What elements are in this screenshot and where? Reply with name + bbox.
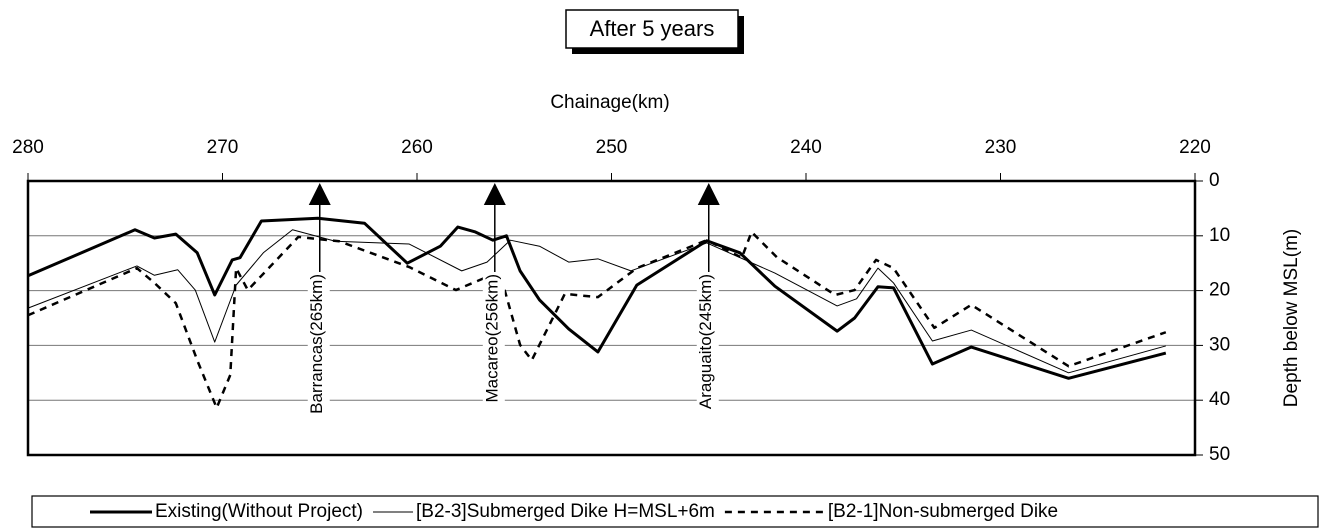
y-tick-label: 20 [1209, 280, 1230, 301]
x-axis-title: Chainage(km) [550, 92, 669, 113]
title-box [565, 9, 739, 49]
legend-label: [B2-3]Submerged Dike H=MSL+6m [416, 501, 715, 522]
x-tick-label: 240 [790, 137, 822, 158]
series-line [27, 230, 1167, 410]
y-tick-label: 0 [1209, 170, 1220, 191]
y-tick-label: 50 [1209, 444, 1230, 465]
annotation-label: Barrancas(265km) [307, 274, 326, 414]
annotation-bg [307, 272, 330, 420]
arrow-head [697, 183, 720, 205]
x-tick-label: 250 [596, 137, 628, 158]
legend-label: [B2-1]Non-submerged Dike [828, 501, 1058, 522]
x-tick-label: 220 [1179, 137, 1211, 158]
y-tick-label: 30 [1209, 334, 1230, 355]
arrow-head [308, 183, 331, 205]
x-tick-label: 260 [401, 137, 433, 158]
y-tick-label: 10 [1209, 225, 1230, 246]
series-line [27, 216, 1167, 380]
legend-box [31, 495, 1319, 528]
plot-frame [26, 179, 1197, 457]
x-tick-label: 230 [985, 137, 1017, 158]
y-axis-title: Depth below MSL(m) [1281, 229, 1302, 407]
annotation-bg [696, 272, 719, 416]
x-tick-label: 280 [12, 137, 44, 158]
annotation-bg [482, 272, 505, 409]
annotation-label: Macareo(256km) [482, 274, 501, 403]
annotation-label: Araguaito(245km) [696, 274, 715, 409]
legend-label: Existing(Without Project) [155, 501, 363, 522]
y-tick-label: 40 [1209, 389, 1230, 410]
x-tick-label: 270 [207, 137, 239, 158]
series-line [27, 229, 1166, 374]
chart-title: After 5 years [590, 16, 715, 41]
arrow-head [483, 183, 506, 205]
